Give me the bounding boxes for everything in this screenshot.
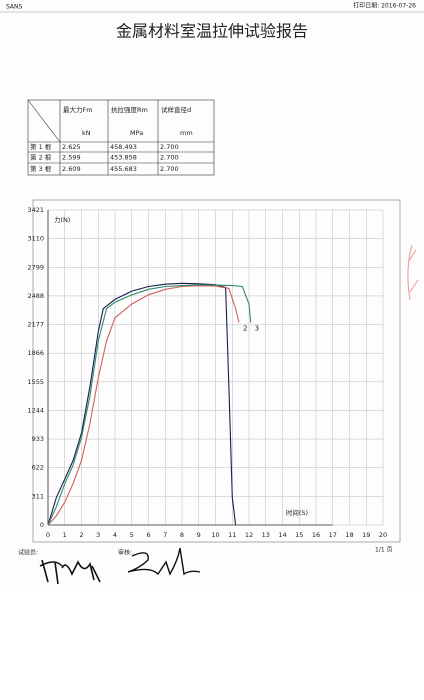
cell: 2.700 xyxy=(160,143,179,151)
cell: 2.700 xyxy=(160,165,179,173)
unit: mm xyxy=(180,129,193,137)
signature xyxy=(127,547,201,576)
column-header: 最大力Fm xyxy=(63,105,93,114)
chart-frame xyxy=(32,199,401,543)
row-label: 第 1 根 xyxy=(30,142,52,151)
code: SANS xyxy=(6,4,23,11)
curve-label: 2 xyxy=(243,324,247,332)
force-curve xyxy=(47,284,252,526)
cell: 453.858 xyxy=(110,154,137,162)
chart: 0311622933124415551866217724882799311034… xyxy=(27,206,387,539)
x-tick-label: 1 xyxy=(63,531,67,539)
stamp xyxy=(407,244,419,301)
y-tick-label: 1244 xyxy=(27,406,44,414)
y-tick-label: 311 xyxy=(32,492,44,500)
y-axis-label: 力(N) xyxy=(54,215,70,224)
table-border xyxy=(27,99,215,176)
cell: 2.700 xyxy=(160,154,179,162)
x-tick-label: 14 xyxy=(278,531,286,539)
page-number: 1/1 页 xyxy=(375,547,393,554)
x-tick-label: 2 xyxy=(79,531,83,539)
y-tick-label: 3110 xyxy=(27,235,44,243)
x-tick-label: 5 xyxy=(130,531,134,539)
row-label: 第 2 根 xyxy=(30,153,52,162)
reviewer-label: 审核: xyxy=(118,549,132,557)
column-header: 抗拉强度Rm xyxy=(111,105,148,114)
x-axis-label: 时间(S) xyxy=(286,508,308,517)
y-tick-label: 2799 xyxy=(27,263,44,271)
x-tick-label: 11 xyxy=(228,531,236,539)
cell: 455.683 xyxy=(110,165,137,173)
unit: kN xyxy=(82,129,91,137)
column-header: 试样直径d xyxy=(161,105,191,114)
table: 最大力Fm kN 抗拉强度Rm MPa 试样直径d mm 第 1 根 2.625 458.493… xyxy=(27,99,215,176)
y-tick-label: 933 xyxy=(32,435,44,443)
cell: 2.609 xyxy=(62,165,81,173)
x-tick-label: 17 xyxy=(329,531,337,539)
x-tick-label: 19 xyxy=(362,531,370,539)
x-tick-label: 6 xyxy=(146,531,150,539)
x-tick-label: 7 xyxy=(163,531,167,539)
x-tick-label: 4 xyxy=(113,531,117,539)
y-tick-label: 0 xyxy=(40,521,44,529)
tester-label: 试验员: xyxy=(18,549,38,557)
force-curve xyxy=(47,285,240,526)
x-tick-label: 9 xyxy=(197,531,201,539)
y-tick-label: 1555 xyxy=(27,378,44,386)
unit: MPa xyxy=(130,129,143,137)
x-tick-label: 15 xyxy=(295,531,303,539)
y-tick-label: 2177 xyxy=(27,321,44,329)
cell: 458.493 xyxy=(110,143,137,151)
row-label: 第 3 根 xyxy=(30,164,52,173)
diag-line xyxy=(27,99,61,143)
signature xyxy=(39,559,101,585)
y-tick-label: 2488 xyxy=(27,292,44,300)
x-tick-label: 18 xyxy=(345,531,353,539)
cell: 2.599 xyxy=(62,154,81,162)
x-tick-label: 10 xyxy=(211,531,219,539)
x-tick-label: 8 xyxy=(180,531,184,539)
x-tick-label: 16 xyxy=(312,531,320,539)
y-tick-label: 1866 xyxy=(27,349,44,357)
cell: 2.625 xyxy=(62,143,81,151)
x-tick-label: 12 xyxy=(245,531,253,539)
x-tick-label: 0 xyxy=(46,531,50,539)
curve-label: 3 xyxy=(255,324,259,332)
title: 金属材料室温拉伸试验报告 xyxy=(116,22,308,41)
y-tick-label: 3421 xyxy=(27,206,44,214)
x-tick-label: 3 xyxy=(96,531,100,539)
y-tick-label: 622 xyxy=(32,464,44,472)
print-date: 打印日期: 2016-07-26 xyxy=(353,2,416,10)
x-tick-label: 20 xyxy=(379,531,387,539)
x-tick-label: 13 xyxy=(262,531,270,539)
